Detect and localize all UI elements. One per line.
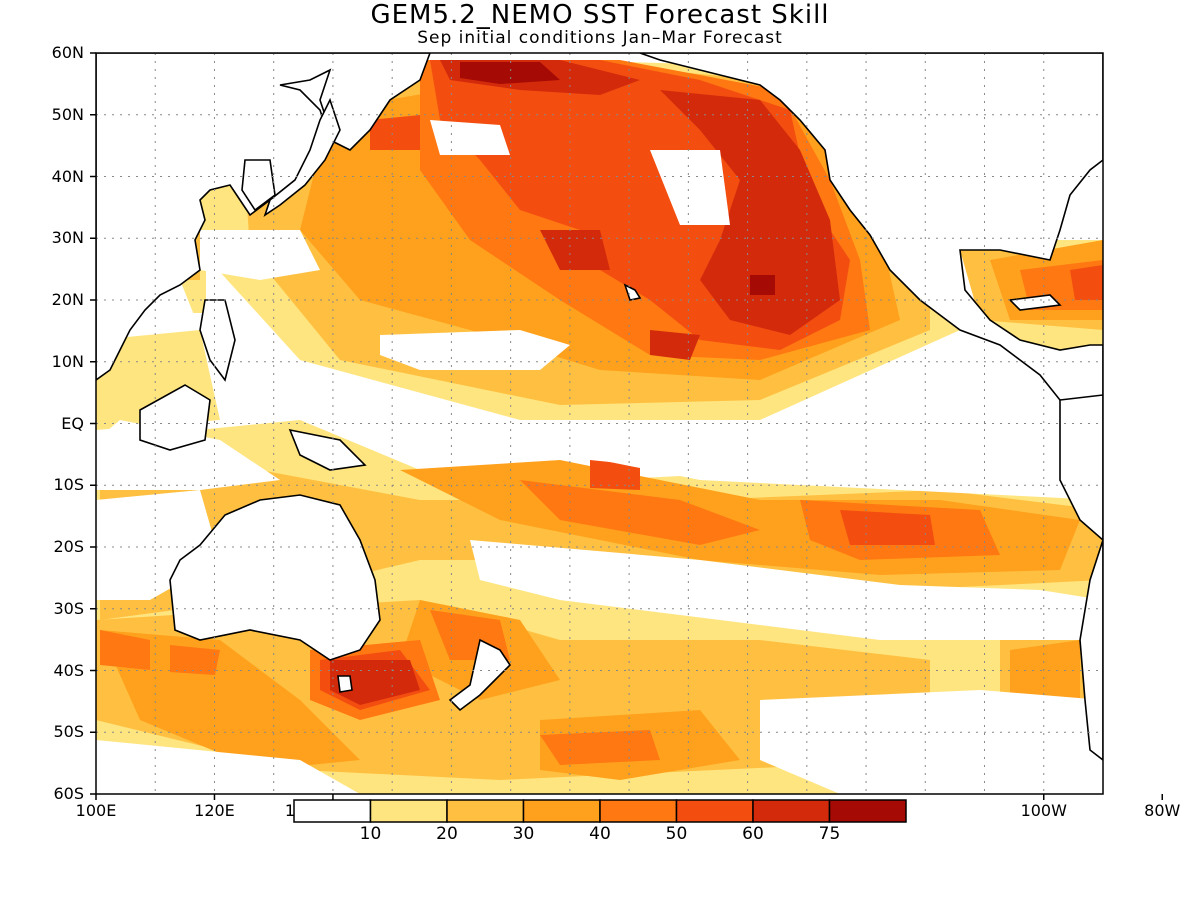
chart-subtitle: Sep initial conditions Jan–Mar Forecast [417, 28, 783, 48]
korea [241, 159, 276, 212]
borneo [139, 384, 211, 451]
lon-label: 120E [194, 801, 235, 820]
colorbar-swatch [752, 799, 831, 823]
lat-label: EQ [61, 413, 84, 433]
colorbar-level-label: 50 [665, 824, 688, 844]
lon-label: 80W [1144, 801, 1181, 820]
hawaii [623, 283, 642, 301]
new-zealand [448, 638, 512, 712]
colorbar-level-label: 75 [818, 824, 841, 844]
colorbar-swatch [446, 799, 525, 823]
chart-title: GEM5.2_NEMO SST Forecast Skill [370, 0, 830, 30]
colorbar-level-label: 10 [359, 824, 382, 844]
caribbean-islands [1008, 294, 1062, 311]
lat-label: 50N [51, 104, 84, 124]
lat-label: 40S [53, 660, 84, 680]
lat-label: 40N [51, 166, 84, 186]
colorbar-swatch [675, 799, 754, 823]
colorbar-swatch [369, 799, 448, 823]
colorbar-level-label: 60 [742, 824, 764, 844]
south-america [1059, 394, 1103, 762]
tasmania [337, 675, 353, 693]
colorbar-swatch [599, 799, 678, 823]
japan [263, 97, 341, 217]
colorbar [293, 799, 907, 823]
lat-label: 20S [53, 537, 84, 556]
colorbar-level-label: 30 [512, 824, 535, 844]
axis-ticks [90, 52, 1163, 800]
gridlines [96, 53, 1103, 794]
colorbar-swatch [293, 799, 372, 823]
lat-label: 50S [53, 722, 84, 742]
lat-label: 30N [51, 228, 84, 248]
lat-label: 10S [53, 475, 84, 495]
colorbar-level-label: 40 [589, 824, 611, 844]
lat-label: 60S [53, 784, 84, 803]
lat-label: 30S [53, 598, 84, 618]
lat-label: 10N [51, 351, 84, 371]
skill-level-75-plus [460, 62, 775, 295]
lon-label: 1 [284, 801, 296, 820]
colorbar-swatch [522, 799, 601, 823]
lon-label: 100W [1020, 801, 1067, 820]
colorbar-swatch [828, 799, 907, 823]
lat-label: 20N [51, 290, 84, 309]
colorbar-level-label: 20 [436, 824, 458, 844]
coastlines [96, 53, 1103, 762]
australia [169, 494, 381, 661]
lat-label: 60N [51, 43, 84, 62]
new-guinea [288, 428, 367, 471]
skill-field [96, 53, 1103, 794]
lon-label: 100E [75, 801, 117, 820]
